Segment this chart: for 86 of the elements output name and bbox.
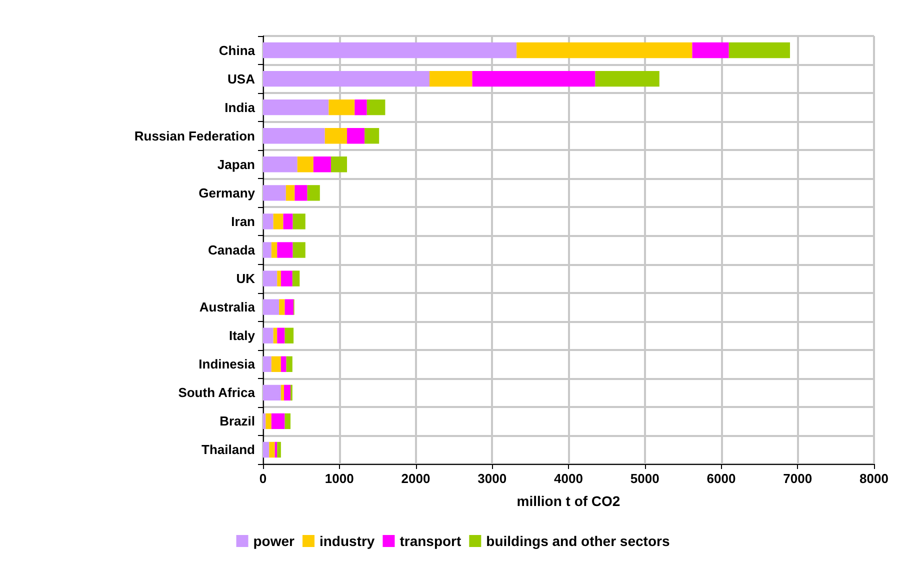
bar xyxy=(263,242,272,258)
bar xyxy=(313,156,331,172)
y-tick-label: Thailand xyxy=(202,442,256,458)
x-tick-label: 3000 xyxy=(478,471,507,486)
y-tick-label: Brazil xyxy=(220,414,255,429)
bar xyxy=(263,328,274,344)
bar xyxy=(263,99,329,116)
bar xyxy=(277,328,285,344)
x-tick-label: 1000 xyxy=(324,471,354,486)
bar xyxy=(263,442,270,458)
bar xyxy=(263,128,325,144)
bar xyxy=(307,185,320,201)
bar xyxy=(297,156,314,172)
bar xyxy=(273,328,278,344)
bar xyxy=(263,70,430,87)
bar xyxy=(271,413,285,430)
bar xyxy=(269,442,275,458)
bar xyxy=(284,299,294,315)
bar xyxy=(283,214,293,230)
x-tick-label: 6000 xyxy=(706,471,736,486)
y-tick-label: UK xyxy=(236,271,256,286)
bar xyxy=(284,384,290,401)
bar xyxy=(430,70,472,87)
bar xyxy=(286,185,295,201)
y-tick-label: Indinesia xyxy=(198,356,256,372)
bar xyxy=(284,328,294,344)
y-tick-label: Japan xyxy=(217,156,256,172)
x-tick-label: 4000 xyxy=(554,471,583,486)
x-axis-title: million t of CO2 xyxy=(516,493,620,509)
y-tick-label: Australia xyxy=(199,300,256,315)
y-tick-label: China xyxy=(218,42,256,58)
bar xyxy=(263,356,272,372)
y-tick-label: South Africa xyxy=(178,385,256,400)
y-tick-label: Russian Federation xyxy=(134,128,256,144)
y-tick-label: Canada xyxy=(208,242,256,258)
bar xyxy=(324,128,348,144)
bar xyxy=(273,214,284,230)
bar xyxy=(271,356,281,372)
bar xyxy=(263,384,281,401)
bar xyxy=(263,185,286,201)
y-tick-label: Germany xyxy=(198,185,256,200)
y-tick-label: Iran xyxy=(231,214,256,229)
legend-label: industry xyxy=(319,533,375,549)
bar xyxy=(263,42,517,58)
bar xyxy=(516,42,692,58)
bar xyxy=(277,242,293,258)
y-tick-label: India xyxy=(224,100,256,115)
bar xyxy=(692,42,729,58)
bar xyxy=(280,384,284,401)
legend-label: power xyxy=(253,533,296,549)
bar xyxy=(277,442,281,458)
bar xyxy=(263,270,278,286)
bar xyxy=(292,270,300,286)
bar xyxy=(354,99,367,116)
bar xyxy=(292,214,306,230)
legend-label: transport xyxy=(400,533,462,549)
bar xyxy=(292,242,306,258)
x-tick-label: 8000 xyxy=(860,471,888,486)
bar xyxy=(263,299,280,315)
y-tick-label: Italy xyxy=(228,328,256,344)
bar xyxy=(286,356,292,372)
bar xyxy=(280,356,286,372)
x-tick-label: 0 xyxy=(259,471,267,486)
bar xyxy=(280,270,292,286)
bar xyxy=(263,156,298,172)
bar xyxy=(271,242,278,258)
bar xyxy=(277,270,281,286)
bar xyxy=(284,413,290,430)
bar xyxy=(595,70,660,87)
bar xyxy=(472,70,596,87)
bar xyxy=(328,99,355,116)
legend-label: buildings and other sectors xyxy=(486,533,670,549)
x-tick-label: 7000 xyxy=(783,471,812,486)
bar xyxy=(279,299,285,315)
bar xyxy=(294,185,308,201)
x-tick-label: 5000 xyxy=(630,471,660,486)
x-tick-label: 2000 xyxy=(401,471,430,486)
bar xyxy=(366,99,386,116)
bar xyxy=(728,42,790,58)
bar xyxy=(263,413,266,430)
bar xyxy=(266,413,272,430)
bar xyxy=(347,128,365,144)
bar xyxy=(263,214,274,230)
bar xyxy=(364,128,380,144)
bar xyxy=(330,156,348,172)
y-tick-label: USA xyxy=(228,71,256,86)
